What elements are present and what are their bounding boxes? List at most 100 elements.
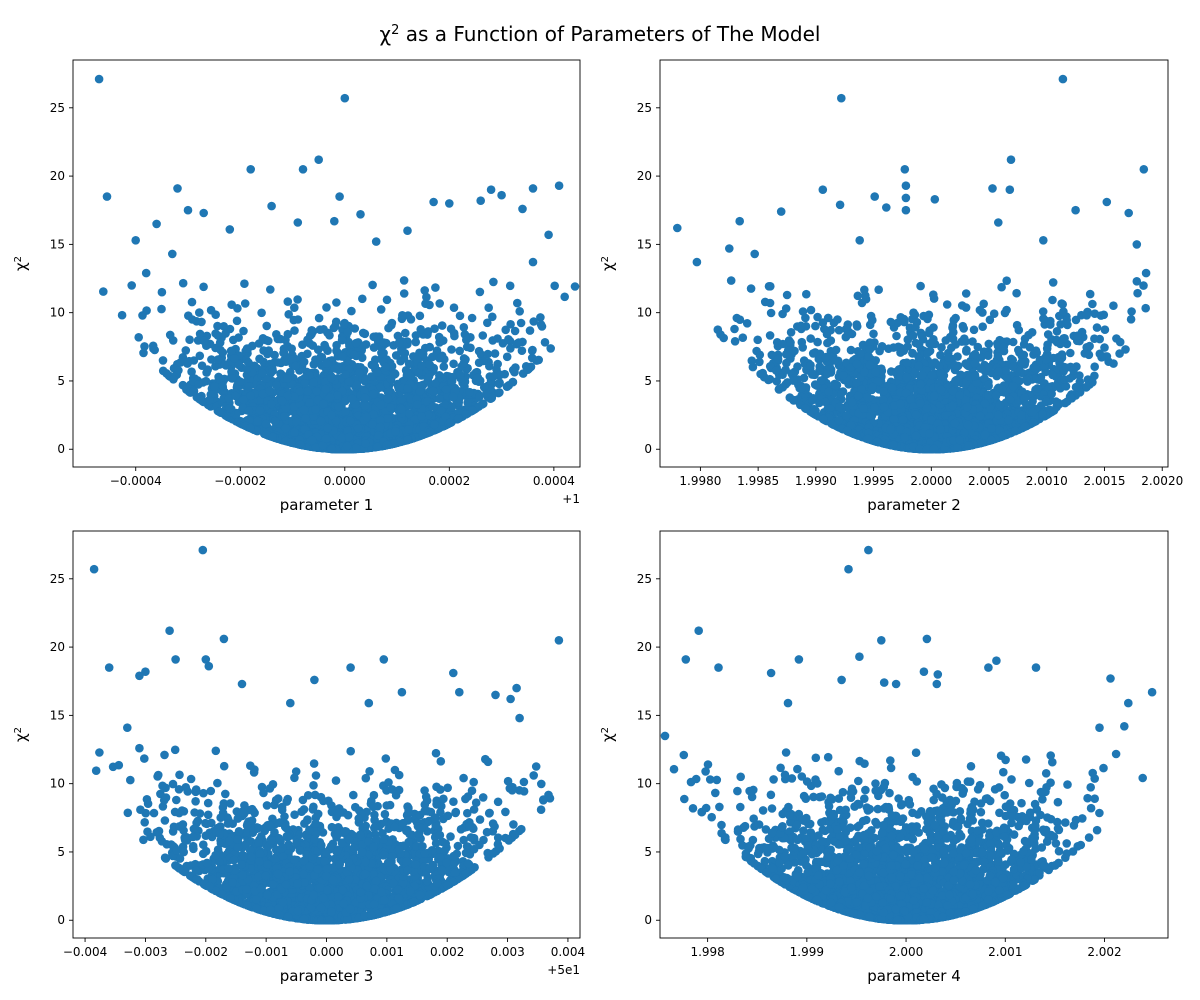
data-point [870,192,879,201]
data-point [1102,197,1112,207]
data-point [783,698,793,708]
data-point [930,195,940,204]
data-point [922,634,932,644]
x-axis-label: parameter 4 [867,967,961,985]
x-tick-label: 0.002 [430,945,464,959]
scatter-points-2 [673,74,1151,286]
data-point [204,661,214,671]
data-point [219,634,229,644]
data-point [335,192,344,201]
x-tick-label: 0.004 [551,945,585,959]
data-point [201,655,211,664]
y-tick-label: 20 [50,640,65,654]
data-point [356,210,365,219]
y-axis-label: χ2 [12,256,30,271]
y-axis-label: χ2 [12,727,30,742]
data-point [506,694,515,704]
data-point [776,207,786,216]
data-point [165,626,174,635]
data-point [681,655,691,664]
x-tick-label: 2.002 [1087,945,1121,959]
subplot-1: −0.0004 −0.0002 0.0000 0.0002 0.0004 0 5 10 15 20… [12,59,581,514]
data-point [237,679,247,689]
data-point [429,197,438,207]
data-point [877,636,886,645]
x-tick-label: 0.000 [309,945,343,959]
x-tick-label: 2.001 [988,945,1022,959]
data-point [1141,268,1151,278]
data-point [1005,185,1015,194]
data-point [94,74,104,84]
x-tick-label: −0.0002 [214,474,266,488]
data-point [104,663,114,672]
x-tick-label: 0.001 [370,945,404,959]
data-point [310,675,319,685]
data-point [992,656,1001,665]
x-tick-label: 2.0000 [910,474,952,488]
data-point [403,226,412,235]
x-offset-text: +1 [562,492,580,506]
data-point [528,257,538,267]
data-point [1132,277,1142,286]
y-tick-label: 20 [50,169,65,183]
data-point [371,237,381,246]
data-point [900,165,910,174]
x-tick-label: 0.0002 [428,474,470,488]
x-tick-label: 0.0004 [533,474,575,488]
data-point [864,545,873,555]
x-tick-label: 0.003 [490,945,524,959]
data-point [515,713,524,723]
scatter-cloud-4 [669,748,1147,925]
y-tick-label: 10 [637,777,652,791]
subplot-2: 1.9980 1.9985 1.9990 1.9995 2.0000 2.0005 2.00… [599,59,1183,514]
data-point [855,236,864,245]
data-point [901,193,911,203]
y-axis-label-base: χ [599,262,617,271]
data-point [157,287,167,297]
data-point [364,698,374,708]
data-point [818,185,828,194]
x-tick-label: 2.0015 [1084,474,1126,488]
data-point [168,249,177,259]
y-tick-label: 15 [50,708,65,722]
data-point [1124,698,1133,708]
x-tick-label: −0.003 [123,945,167,959]
y-axis-label-base: χ [12,262,30,271]
data-point [173,184,182,193]
data-point [660,731,670,741]
data-point [794,655,804,664]
x-axis-label: parameter 3 [280,967,374,985]
data-point [330,216,339,226]
y-tick-label: 5 [57,374,65,388]
data-point [988,184,997,193]
data-point [750,249,759,259]
data-point [298,165,308,174]
x-tick-label: −0.001 [244,945,288,959]
x-tick-label: 2.0005 [968,474,1010,488]
data-point [882,203,891,212]
data-point [528,184,538,193]
data-point [554,181,564,190]
y-axis-label: χ2 [599,256,617,271]
data-point [544,230,553,240]
data-point [725,244,734,253]
data-point [766,668,776,678]
data-point [486,185,496,194]
y-axis-label-sup: 2 [13,727,24,733]
y-tick-label: 0 [644,913,652,927]
y-tick-label: 15 [637,237,652,251]
data-point [518,204,527,214]
data-point [844,564,853,574]
data-point [679,750,689,760]
x-tick-label: 0.0000 [324,474,366,488]
axes-frame [659,530,1169,939]
x-axis-label: parameter 1 [280,496,374,514]
data-point [246,165,255,174]
subplot-4: 1.998 1.999 2.000 2.001 2.002 0 5 10 15 20 25 param… [599,530,1169,985]
data-point [455,687,464,697]
x-tick-label: 1.999 [790,945,824,959]
data-point [1139,165,1149,174]
data-point [497,190,506,200]
data-point [1147,687,1157,697]
x-tick-label: 2.0020 [1141,474,1183,488]
